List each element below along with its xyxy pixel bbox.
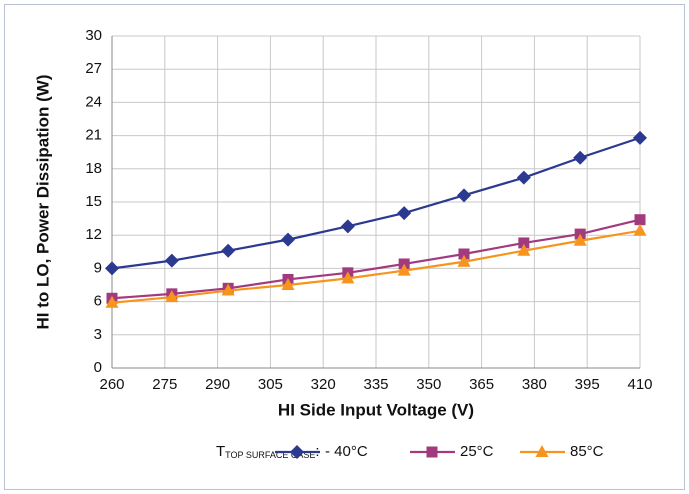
x-tick-label: 305 [258,376,283,393]
x-axis-title: HI Side Input Voltage (V) [278,400,474,419]
marker-square [426,446,438,458]
marker-triangle [535,445,549,457]
y-tick-label: 6 [94,293,102,310]
marker-diamond [281,232,295,247]
marker-diamond [633,130,647,145]
y-tick-label: 24 [85,93,102,110]
legend-label: 85°C [570,443,604,460]
marker-diamond [221,243,236,258]
marker-square [518,237,530,249]
x-tick-label: 320 [311,376,336,393]
marker-diamond [516,170,531,185]
y-tick-label: 30 [85,27,102,44]
marker-triangle [517,243,531,256]
x-tick-label: 410 [627,376,652,393]
legend-title-main: T [216,443,225,460]
marker-triangle [457,254,471,267]
marker-triangle [281,278,295,290]
y-tick-label: 18 [85,160,102,177]
x-tick-label: 335 [363,376,388,393]
marker-triangle [221,283,235,296]
series-line [111,229,641,304]
chart-border [4,4,685,490]
marker-diamond [290,445,304,459]
y-tick-label: 12 [85,226,102,243]
marker-diamond [105,261,119,276]
marker-triangle [165,290,179,303]
marker-triangle [633,223,647,236]
marker-square [634,214,646,226]
series-line [111,218,641,300]
y-tick-label: 15 [85,193,102,210]
y-axis-title: HI to LO, Power Dissipation (W) [33,75,52,330]
x-tick-label: 275 [152,376,177,393]
marker-triangle [105,295,119,308]
series-line [111,136,641,270]
x-tick-label: 380 [522,376,547,393]
x-tick-label: 350 [416,376,441,393]
y-tick-label: 21 [85,127,102,144]
legend-label: - 40°C [325,443,368,460]
y-tick-label: 9 [94,259,102,276]
x-tick-label: 365 [469,376,494,393]
marker-diamond [164,253,179,268]
y-tick-label: 27 [85,60,102,77]
marker-square [458,248,470,260]
y-tick-label: 0 [94,359,102,376]
x-tick-label: 290 [205,376,230,393]
marker-diamond [397,206,412,221]
marker-triangle [341,271,355,284]
legend-label: 25°C [460,443,494,460]
y-tick-label: 3 [94,326,102,343]
marker-triangle [397,263,411,276]
marker-triangle [573,233,587,246]
marker-diamond [573,150,588,165]
x-tick-label: 395 [575,376,600,393]
marker-diamond [457,188,471,203]
legend-title-subscript: TOP SURFACE CASE [225,450,315,460]
marker-diamond [340,219,355,234]
x-tick-label: 260 [99,376,124,393]
